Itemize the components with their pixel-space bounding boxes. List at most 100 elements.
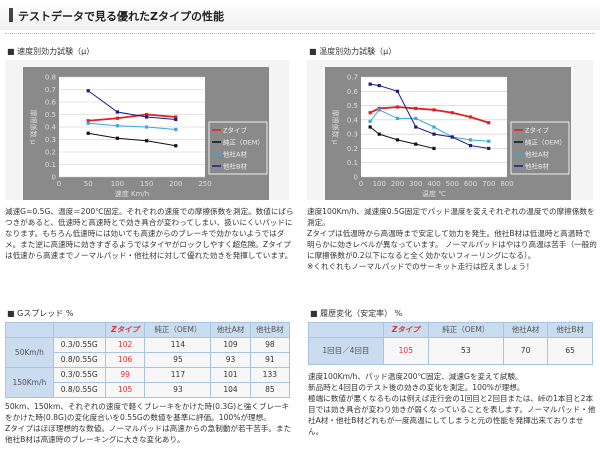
y-tick-label: 0.5 (347, 102, 358, 110)
series-line (369, 106, 490, 124)
table-cell: 101 (210, 367, 251, 383)
table-cell: 105 (104, 382, 146, 398)
temp-text-3: ※くれぐれもノーマルパッドでのサーキット走行は控えましょう！ (307, 262, 534, 271)
column-header: 純正（OEM） (144, 322, 212, 338)
page-title: テストデータで見る優れたZタイプの性能 (18, 10, 224, 23)
speed-section-title: ■ 速度別効力試験（μ） (7, 47, 95, 56)
y-tick-label: 0.2 (45, 149, 56, 157)
y-tick-label: 0 (354, 174, 358, 182)
page-header: テストデータで見る優れたZタイプの性能 (0, 0, 600, 30)
data-point (468, 138, 473, 142)
data-point (450, 135, 454, 139)
x-tick-label: 0 (359, 180, 363, 188)
column-header: 他社B材 (249, 322, 291, 338)
legend-label: 他社B材 (223, 162, 247, 171)
series-line (88, 132, 176, 147)
data-point (145, 125, 149, 129)
x-tick-label: 500 (446, 180, 459, 188)
data-point (395, 89, 400, 93)
table-cell: 117 (144, 367, 212, 383)
y-tick-label: 0.6 (347, 88, 359, 96)
data-point (432, 125, 436, 129)
table-cell: 93 (144, 382, 212, 398)
table-cell: 53 (427, 337, 504, 365)
table-row: 50Km/h 0.3/0.55G 102 114 109 98 (5, 337, 291, 368)
data-point (115, 116, 119, 120)
y-tick-label: 0.3 (347, 131, 358, 139)
data-point (414, 116, 418, 121)
y-tick-label: 0.6 (45, 99, 57, 107)
x-tick-label: 300 (409, 180, 422, 188)
legend-label: 純正（OEM） (223, 138, 264, 147)
table-cell: 105 (382, 337, 429, 365)
gspread-text-2: Zタイプはほぼ理想的な数値。ノーマルパッドは高速からの急制動が若干苦手。また他社… (5, 424, 292, 444)
table-cell: 85 (249, 382, 291, 398)
x-tick-label: 200 (391, 180, 404, 188)
table-cell: 93 (210, 352, 251, 368)
history-description: 速度100Km/h、パッド温度200℃固定、減速Gを変えて試験。 新品時と4回目… (308, 371, 598, 437)
history-text-1: 速度100Km/h、パッド温度200℃固定、減速Gを変えて試験。 (308, 372, 523, 381)
gspread-text-1: 50km、150km、それぞれの速度で軽くブレーキをかけた時(0.3G)と強くブ… (5, 402, 290, 422)
data-point (368, 119, 372, 123)
table-row: 1回目／4回目 105 53 70 65 (308, 337, 593, 365)
column-header (5, 322, 54, 338)
y-tick-label: 0.4 (347, 116, 359, 124)
header-row: Zタイプ 純正（OEM） 他社A材 他社B材 (308, 322, 593, 338)
data-point (86, 121, 90, 125)
legend-label: 純正（OEM） (525, 138, 566, 147)
x-tick-label: 100 (373, 180, 386, 188)
data-point (487, 139, 491, 143)
table-cell: 70 (502, 337, 549, 365)
table-cell: 0.3/0.55G (52, 367, 106, 383)
table-cell: 0.8/0.55G (52, 382, 106, 398)
temp-text-1: 速度100Km/h、減速度0.5G固定でパッド温度を変えそれぞれの温度での摩擦係… (307, 207, 595, 227)
x-axis-label: 温度 ℃ (422, 189, 446, 198)
data-point (174, 115, 178, 119)
history-text-2: 新品時と4回目のテスト後の効きの変化を測定。100%が理想。 (308, 383, 525, 392)
data-point (395, 105, 400, 109)
history-section: ■ 履歴変化（安定率） % Zタイプ 純正（OEM） 他社A材 他社B材 1回目／4回目… (308, 308, 598, 437)
y-tick-label: 0.7 (45, 86, 56, 94)
data-point (174, 117, 178, 122)
x-tick-label: 0 (57, 180, 61, 188)
table-cell: 109 (210, 337, 251, 353)
gspread-table: Zタイプ 純正（OEM） 他社A材 他社B材 50Km/h 0.3/0.55G 102 114… (5, 322, 291, 398)
series-line (88, 113, 176, 122)
y-axis-label: 摩擦係数 μ (331, 110, 340, 145)
x-tick-label: 100 (111, 180, 124, 188)
table-cell: 0.3/0.55G (52, 337, 106, 353)
data-point (414, 125, 418, 129)
temp-section-title: ■ 温度別効力試験（μ） (309, 47, 397, 56)
data-point (174, 127, 178, 132)
data-point (395, 138, 400, 142)
data-point (145, 115, 149, 119)
legend-label: 他社A材 (223, 150, 247, 159)
data-point (395, 116, 400, 121)
column-header (308, 322, 384, 338)
series-line (370, 83, 489, 149)
legend-label: Zタイプ (525, 126, 549, 135)
x-axis-label: 速度 Km/h (115, 189, 149, 198)
x-tick-label: 400 (427, 180, 440, 188)
table-cell: 102 (104, 337, 146, 353)
speed-chart: 0 0.1 0.2 0.3 0.4 0.5 0.6 0.7 0.8 0 50 100 150 200 250… (23, 67, 269, 200)
table-row: 0.8/0.55G 106 95 93 91 (6, 352, 291, 368)
x-tick-label: 250 (198, 180, 211, 188)
series-line (88, 122, 176, 130)
data-point (487, 146, 491, 151)
data-point (86, 131, 90, 135)
history-text-3: 極端に数値が悪くなるものは例えば走行会の1回目と2回目または、峠の1本目と2本目… (308, 394, 596, 436)
table-row: 0.8/0.55G 105 93 104 85 (6, 382, 291, 398)
table-cell: 91 (249, 352, 291, 368)
table-cell: 98 (249, 337, 291, 353)
series-line (369, 109, 489, 142)
row-group-label: 150Km/h (5, 367, 54, 398)
y-axis-label: 摩擦係数 μ (29, 110, 38, 145)
y-tick-label: 0.1 (45, 161, 56, 169)
data-point (368, 125, 372, 129)
y-tick-label: 0 (52, 174, 56, 182)
gspread-section: ■ Gスプレッド % Zタイプ 純正（OEM） 他社A材 他社B材 50Km/h 0.3/… (5, 308, 295, 445)
gspread-title: ■ Gスプレッド % (7, 309, 74, 318)
data-point (468, 115, 473, 119)
data-point (432, 132, 436, 136)
